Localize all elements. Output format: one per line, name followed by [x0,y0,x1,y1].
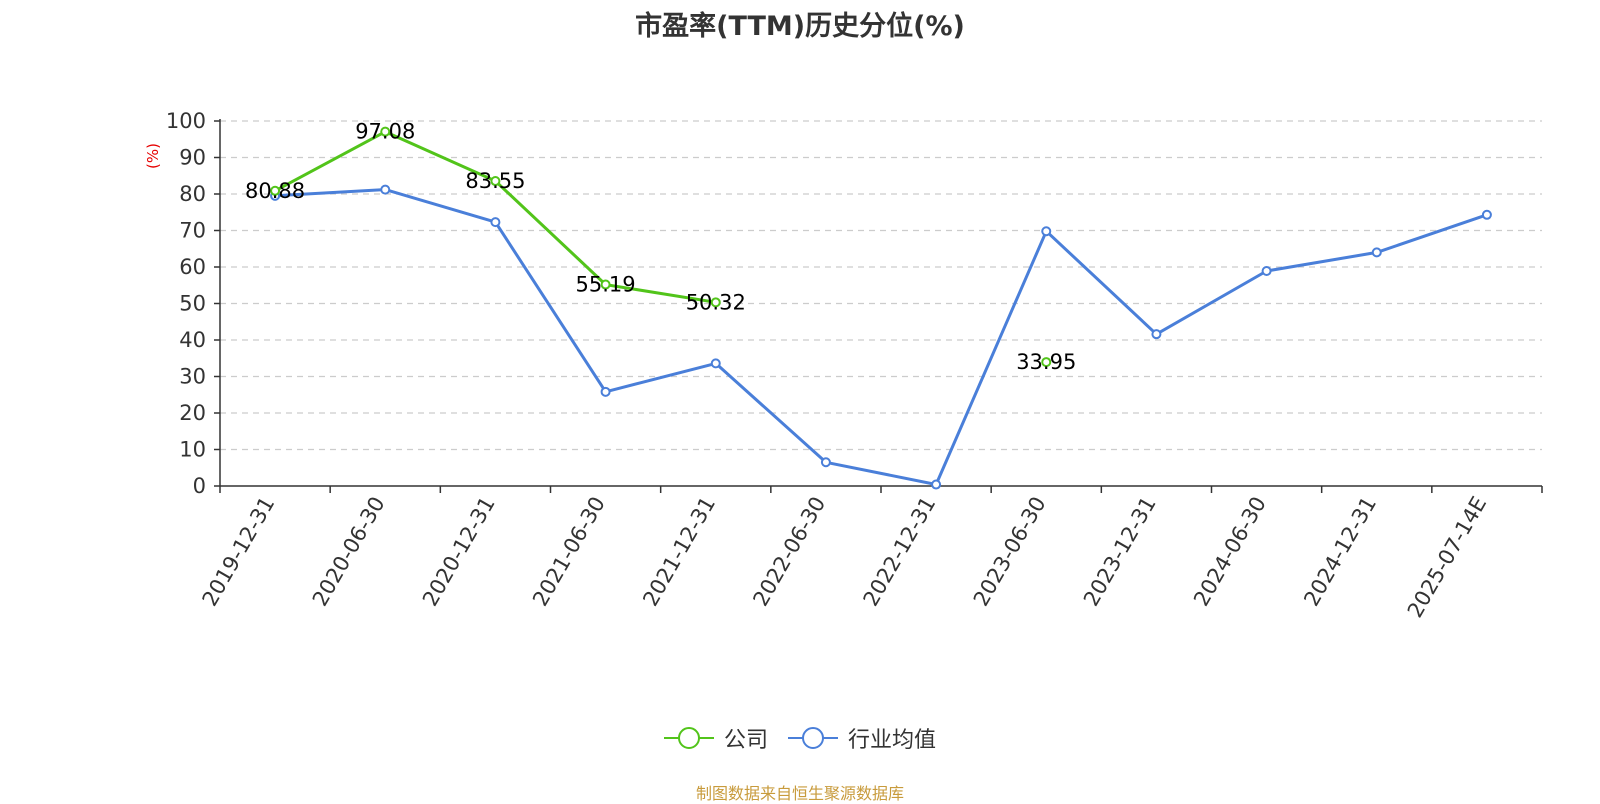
data-point-industry [1481,209,1492,220]
data-point-industry [710,358,721,369]
y-tick-label: 50 [179,292,206,316]
data-label-company: 97.08 [355,120,415,144]
data-point-industry [1371,247,1382,258]
data-point-company [710,297,721,308]
legend-company-marker [663,727,714,749]
data-point-industry [490,217,501,228]
x-tick-label: 2020-06-30 [308,493,390,611]
data-point-company [490,176,501,187]
data-label-company: 80.88 [245,179,305,203]
data-point-industry [1261,266,1272,277]
source-note: 制图数据来自恒生聚源数据库 [695,784,904,803]
grid-lines [220,120,1542,451]
legend-company-label: 公司 [723,728,768,753]
y-tick-label: 70 [179,219,206,243]
data-point-industry [820,457,831,468]
chart-title: 市盈率(TTM)历史分位(%) [635,11,965,42]
data-label-company: 33.95 [1016,350,1076,374]
data-point-company [270,185,281,196]
y-tick-label: 90 [179,146,206,170]
x-tick-label: 2023-12-31 [1079,493,1161,611]
y-tick-label: 30 [179,365,206,389]
data-point-industry [1041,226,1052,237]
data-label-company: 55.19 [576,273,636,297]
data-label-company: 50.32 [686,290,746,314]
y-tick-label: 0 [193,474,206,498]
y-tick-label: 40 [179,328,206,352]
data-point-industry [600,386,611,397]
x-tick-label: 2020-12-31 [418,492,500,610]
legend-industry-marker [788,727,838,749]
data-labels: 80.88 97.08 83.55 55.19 50.32 33.95 [245,120,1076,374]
legend: 公司 行业均值 [0,722,1600,754]
axes: 0 10 20 30 40 50 60 70 80 90 100 2019-12-31 2020-06-… [166,109,1543,622]
x-tick-label: 2022-12-31 [859,492,941,610]
y-axis-unit-label: (%) [144,143,162,169]
y-tick-label: 80 [179,182,206,206]
data-point-company [1041,357,1052,368]
x-tick-label: 2023-06-30 [969,493,1051,611]
series-line-industry [275,188,1488,486]
x-tick-label: 2024-06-30 [1189,493,1271,611]
y-tick-label: 100 [166,109,206,133]
data-point-industry [380,184,391,195]
data-point-company [600,279,611,290]
series-lines [270,126,1492,490]
data-point-company [380,126,391,137]
x-tick-label: 2021-12-31 [638,493,720,611]
data-label-company: 83.55 [465,169,525,193]
y-tick-label: 60 [179,255,206,279]
x-tick-label: 2021-06-30 [528,493,610,611]
y-tick-label: 20 [179,401,206,425]
y-tick-label: 10 [179,438,206,462]
x-tick-label: 2024-12-31 [1299,493,1381,611]
x-tick-label: 2019-12-31 [198,493,280,611]
legend-item-company[interactable]: 公司 [663,722,768,754]
legend-item-industry[interactable]: 行业均值 [788,722,936,754]
data-point-industry [931,479,942,490]
x-tick-label: 2022-06-30 [748,493,830,611]
x-tick-label: 2025-07-14E [1403,493,1491,622]
data-point-industry [1151,329,1162,340]
legend-industry-label: 行业均值 [848,728,937,753]
